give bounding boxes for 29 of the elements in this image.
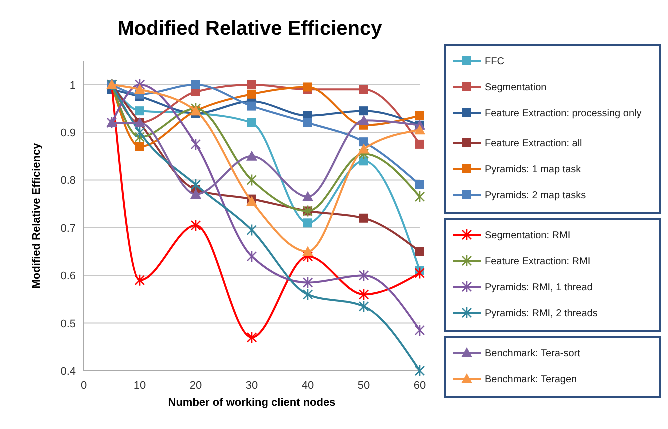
legend-label: Feature Extraction: all <box>485 138 582 150</box>
y-axis-title: Modified Relative Efficiency <box>31 142 43 289</box>
y-tick-label: 1 <box>70 80 76 92</box>
y-tick-label: 0.9 <box>60 128 76 140</box>
legend-label: Benchmark: Tera-sort <box>485 348 581 360</box>
legend-label: Pyramids: RMI, 2 threads <box>485 308 598 320</box>
legend-label: FFC <box>485 56 504 68</box>
chart-title: Modified Relative Efficiency <box>118 18 384 40</box>
legend-label: Pyramids: 1 map task <box>485 164 582 176</box>
x-tick-label: 50 <box>358 380 370 392</box>
legend-label: Segmentation: RMI <box>485 230 571 242</box>
y-tick-label: 0.7 <box>60 222 76 235</box>
legend-label: Feature Extraction: RMI <box>485 256 591 268</box>
y-tick-label: 0.4 <box>60 366 76 378</box>
legend-label: Pyramids: RMI, 1 thread <box>485 282 593 294</box>
x-tick-label: 40 <box>302 380 314 392</box>
x-tick-label: 60 <box>414 380 426 392</box>
legend-label: Benchmark: Teragen <box>485 374 578 386</box>
y-tick-label: 0.6 <box>60 270 76 283</box>
y-tick-label: 0.5 <box>60 318 76 330</box>
legend-label: Feature Extraction: processing only <box>485 108 642 120</box>
y-tick-label: 0.8 <box>60 175 76 188</box>
x-tick-label: 20 <box>190 380 202 392</box>
x-tick-label: 10 <box>134 380 146 392</box>
legend-label: Pyramids: 2 map tasks <box>485 190 586 202</box>
legend-label: Segmentation <box>485 82 547 94</box>
x-tick-label: 30 <box>246 380 258 392</box>
x-axis-title: Number of working client nodes <box>168 397 336 409</box>
x-tick-label: 0 <box>80 380 88 392</box>
